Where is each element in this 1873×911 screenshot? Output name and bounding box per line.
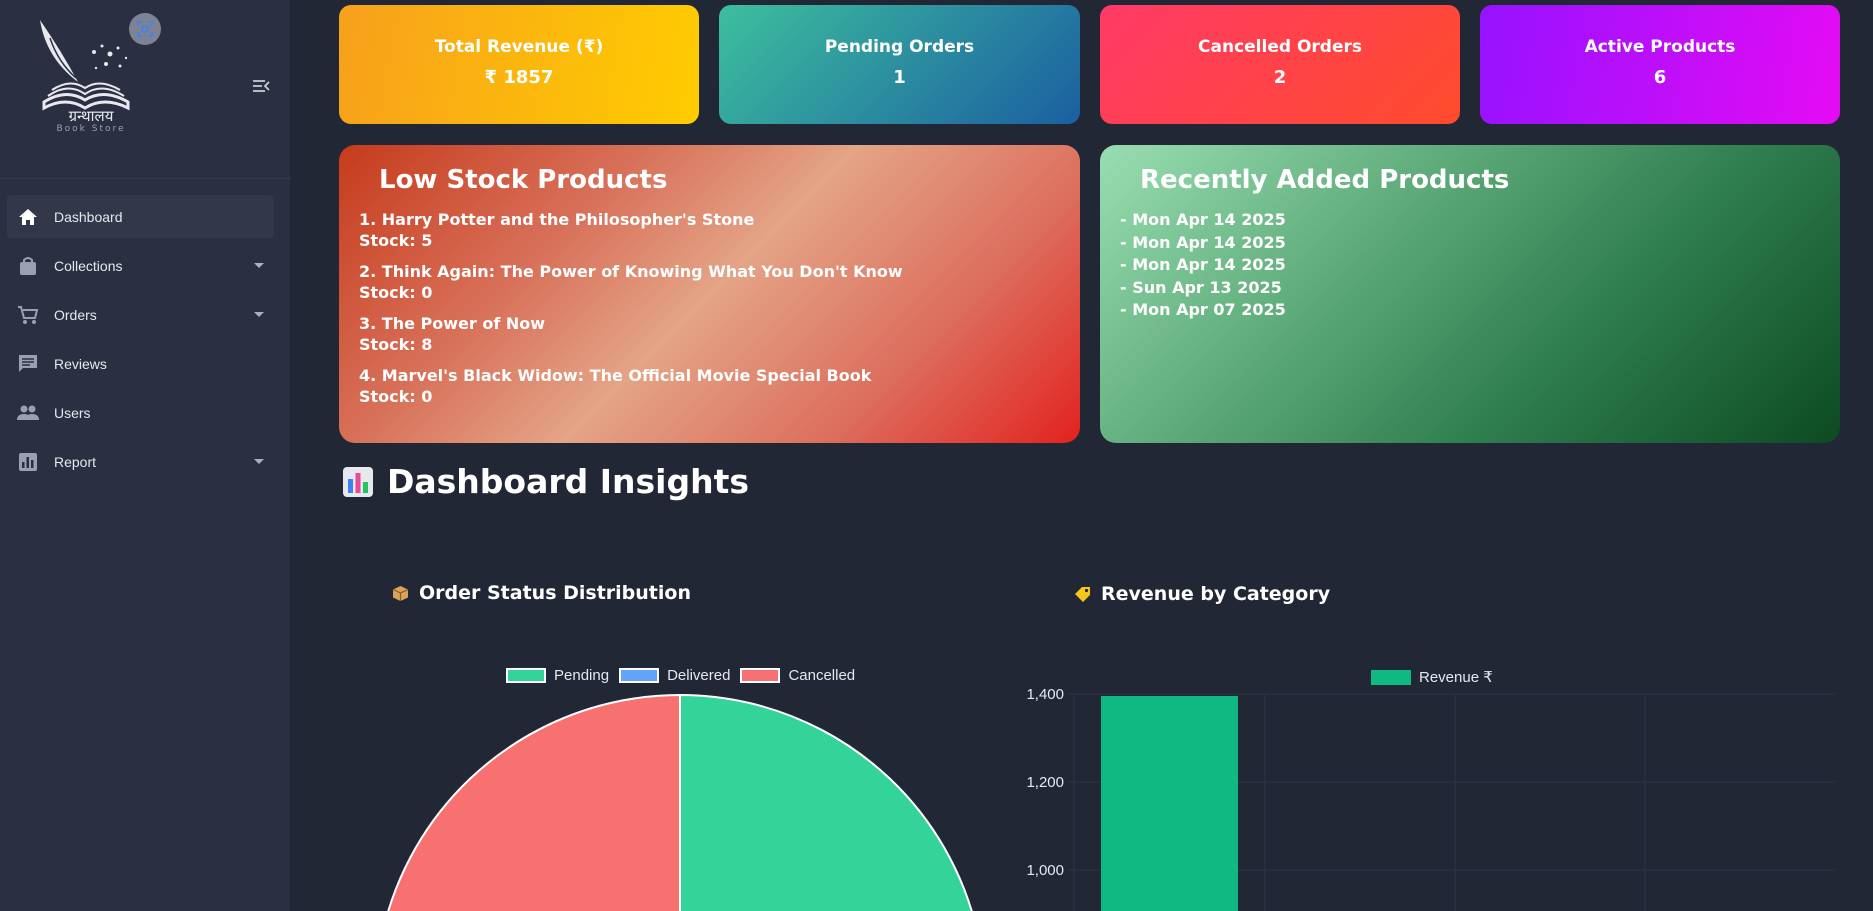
product-name: 2. Think Again: The Power of Knowing Wha… bbox=[359, 262, 903, 281]
bar-chart-icon bbox=[17, 451, 39, 473]
product-name: 4. Marvel's Black Widow: The Official Mo… bbox=[359, 366, 872, 385]
sidebar-item-report[interactable]: Report bbox=[7, 440, 274, 483]
logo-text-hindi: ग्रन्थालय bbox=[68, 107, 114, 125]
sidebar-item-collections[interactable]: Collections bbox=[7, 244, 274, 287]
y-tick-label: 1,000 bbox=[1026, 862, 1064, 879]
comment-icon bbox=[17, 353, 39, 375]
recent-products-title: Recently Added Products bbox=[1140, 165, 1510, 195]
insights-title-text: Dashboard Insights bbox=[387, 462, 750, 501]
pie-legend: Pending Delivered Cancelled bbox=[506, 667, 865, 684]
sidebar-item-label: Report bbox=[54, 453, 97, 470]
chevron-down-icon[interactable] bbox=[254, 263, 264, 268]
bar-chart-emoji-icon bbox=[343, 466, 373, 497]
bar-legend: Revenue ₹ bbox=[1371, 668, 1503, 686]
users-icon bbox=[17, 402, 39, 424]
logo-text-english: Book Store bbox=[56, 124, 126, 134]
book-logo[interactable] bbox=[36, 18, 136, 138]
capture-icon bbox=[137, 21, 153, 37]
sidebar-nav: Dashboard Collections Orders Reviews bbox=[7, 195, 274, 489]
chart-title-text: Order Status Distribution bbox=[419, 582, 691, 604]
product-stock: Stock: 0 bbox=[359, 283, 433, 302]
chevron-down-icon[interactable] bbox=[254, 312, 264, 317]
stat-title: Total Revenue (₹) bbox=[434, 37, 604, 57]
chevron-down-icon[interactable] bbox=[254, 459, 264, 464]
product-name: 3. The Power of Now bbox=[359, 314, 546, 333]
sidebar-item-label: Reviews bbox=[54, 355, 107, 372]
chart-title-text: Revenue by Category bbox=[1101, 583, 1331, 605]
collapse-sidebar-icon[interactable] bbox=[252, 78, 270, 94]
sidebar-item-label: Dashboard bbox=[54, 208, 123, 225]
legend-swatch bbox=[740, 668, 781, 683]
legend-item-delivered[interactable]: Delivered bbox=[619, 667, 730, 684]
product-stock: Stock: 0 bbox=[359, 387, 433, 406]
revenue-bar-chart: 1,400 1,200 1,000 bbox=[1026, 686, 1835, 911]
legend-swatch bbox=[506, 668, 546, 683]
legend-label: Revenue ₹ bbox=[1419, 669, 1493, 686]
sidebar-item-users[interactable]: Users bbox=[7, 391, 274, 434]
product-name: 1. Harry Potter and the Philosopher's St… bbox=[359, 210, 755, 229]
low-stock-title: Low Stock Products bbox=[379, 165, 668, 195]
recent-products-panel: Recently Added Products - Mon Apr 14 202… bbox=[1100, 145, 1840, 443]
stat-card-total-revenue: Total Revenue (₹) ₹ 1857 bbox=[339, 5, 699, 124]
product-stock: Stock: 5 bbox=[359, 231, 433, 250]
screen-capture-button[interactable] bbox=[129, 13, 161, 45]
list-item: 3. The Power of Now Stock: 8 bbox=[359, 313, 1060, 355]
sidebar-item-reviews[interactable]: Reviews bbox=[7, 342, 274, 385]
stat-value: 2 bbox=[1273, 67, 1287, 88]
low-stock-panel: Low Stock Products 1. Harry Potter and t… bbox=[339, 145, 1080, 443]
sidebar-item-label: Users bbox=[54, 404, 91, 421]
sidebar-item-label: Orders bbox=[54, 306, 97, 323]
y-tick-label: 1,200 bbox=[1026, 774, 1064, 791]
product-stock: Stock: 8 bbox=[359, 335, 433, 354]
order-status-chart-title: Order Status Distribution bbox=[392, 582, 691, 604]
list-item: - Mon Apr 14 2025 bbox=[1120, 210, 1286, 229]
list-item: - Mon Apr 14 2025 bbox=[1120, 232, 1286, 252]
stat-card-cancelled-orders: Cancelled Orders 2 bbox=[1100, 5, 1460, 124]
legend-label: Delivered bbox=[667, 667, 731, 684]
stat-card-pending-orders: Pending Orders 1 bbox=[719, 5, 1080, 124]
sidebar-item-dashboard[interactable]: Dashboard bbox=[7, 195, 274, 238]
pie-slice-pending bbox=[679, 693, 973, 911]
pie-slice-cancelled bbox=[387, 693, 681, 911]
sidebar-item-label: Collections bbox=[54, 257, 123, 274]
shopping-bag-icon bbox=[17, 255, 39, 277]
list-item: 1. Harry Potter and the Philosopher's St… bbox=[359, 209, 1060, 251]
insights-title: Dashboard Insights bbox=[343, 462, 749, 501]
legend-label: Cancelled bbox=[788, 667, 856, 684]
stat-title: Pending Orders bbox=[824, 37, 975, 57]
legend-swatch bbox=[619, 668, 660, 683]
stat-value: 6 bbox=[1653, 67, 1667, 88]
logo-area: ग्रन्थालय Book Store bbox=[0, 0, 291, 179]
stat-value: ₹ 1857 bbox=[484, 67, 554, 88]
sidebar-item-orders[interactable]: Orders bbox=[7, 293, 274, 336]
list-item: 2. Think Again: The Power of Knowing Wha… bbox=[359, 261, 1060, 303]
list-item: - Mon Apr 07 2025 bbox=[1120, 300, 1286, 319]
revenue-chart-title: Revenue by Category bbox=[1074, 583, 1330, 605]
stat-title: Cancelled Orders bbox=[1198, 37, 1362, 57]
legend-label: Pending bbox=[554, 667, 610, 684]
stat-value: 1 bbox=[893, 67, 906, 88]
stat-card-active-products: Active Products 6 bbox=[1480, 5, 1840, 124]
shopping-cart-icon bbox=[17, 304, 39, 326]
order-status-pie-chart bbox=[387, 693, 973, 911]
legend-swatch bbox=[1371, 669, 1411, 685]
list-item: - Sun Apr 13 2025 bbox=[1120, 277, 1282, 297]
list-item: 4. Marvel's Black Widow: The Official Mo… bbox=[359, 365, 1060, 407]
bar-revenue-0 bbox=[1101, 696, 1238, 911]
tag-icon bbox=[1075, 586, 1090, 602]
y-tick-label: 1,400 bbox=[1026, 686, 1064, 703]
stat-title: Active Products bbox=[1584, 37, 1736, 57]
legend-item-revenue[interactable]: Revenue ₹ bbox=[1371, 668, 1493, 686]
home-icon bbox=[17, 206, 39, 228]
legend-item-cancelled[interactable]: Cancelled bbox=[740, 667, 855, 684]
package-icon bbox=[392, 585, 409, 601]
sidebar: ग्रन्थालय Book Store Dashboard Collectio… bbox=[0, 0, 291, 911]
legend-item-pending[interactable]: Pending bbox=[506, 667, 609, 684]
list-item: - Mon Apr 14 2025 bbox=[1120, 255, 1286, 274]
